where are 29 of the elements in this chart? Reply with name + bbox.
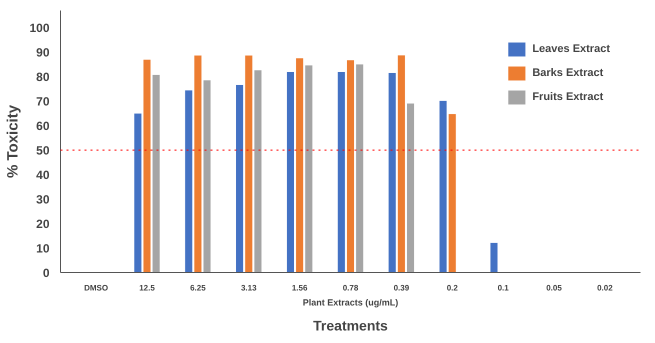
x-tick-label: 0.1 [498,284,510,292]
legend-label: Fruits Extract [532,91,604,103]
legend-label: Barks Extract [532,67,604,79]
y-tick-label: 50 [36,144,50,158]
y-tick-label: 70 [36,94,50,109]
x-tick-label: 0.05 [546,284,562,292]
text: Treatments [313,318,388,334]
x-axis-title: Plant Extracts (ug/mL) [302,298,398,308]
x-tick-label: 1.56 [292,284,308,292]
x-tick-label: 0.78 [342,284,359,292]
y-tick-label: 90 [36,46,50,60]
y-tick-label: 10 [36,242,50,256]
x-tick-label: 6.25 [190,284,206,292]
x-tick-label: 0.2 [446,284,458,292]
y-tick-label: 80 [36,70,50,84]
y-tick-label: 0 [42,266,50,280]
x-tick-label: 0.39 [394,284,410,292]
y-axis-title: % Toxicity [4,104,22,178]
bar [490,242,498,272]
x-tick-label: 3.13 [240,284,258,292]
x-tick-label: DMSO [84,284,108,292]
legend-label: Leaves Extract [532,43,610,55]
y-tick-label: 100 [29,21,50,36]
y-tick-label: 60 [36,119,50,134]
y-tick-label: 40 [36,168,50,182]
x-tick-label: 0.02 [597,284,614,292]
y-tick-label: 30 [36,192,50,207]
y-tick-label: 20 [36,217,50,232]
x-tick-label: 12.5 [139,284,156,292]
